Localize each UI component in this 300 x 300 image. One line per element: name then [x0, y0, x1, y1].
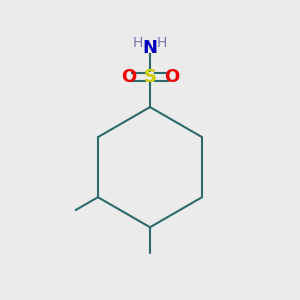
Text: S: S: [143, 68, 157, 86]
Text: O: O: [164, 68, 179, 86]
Text: O: O: [121, 68, 136, 86]
Text: H: H: [157, 36, 167, 50]
Text: H: H: [133, 36, 143, 50]
Text: N: N: [142, 39, 158, 57]
